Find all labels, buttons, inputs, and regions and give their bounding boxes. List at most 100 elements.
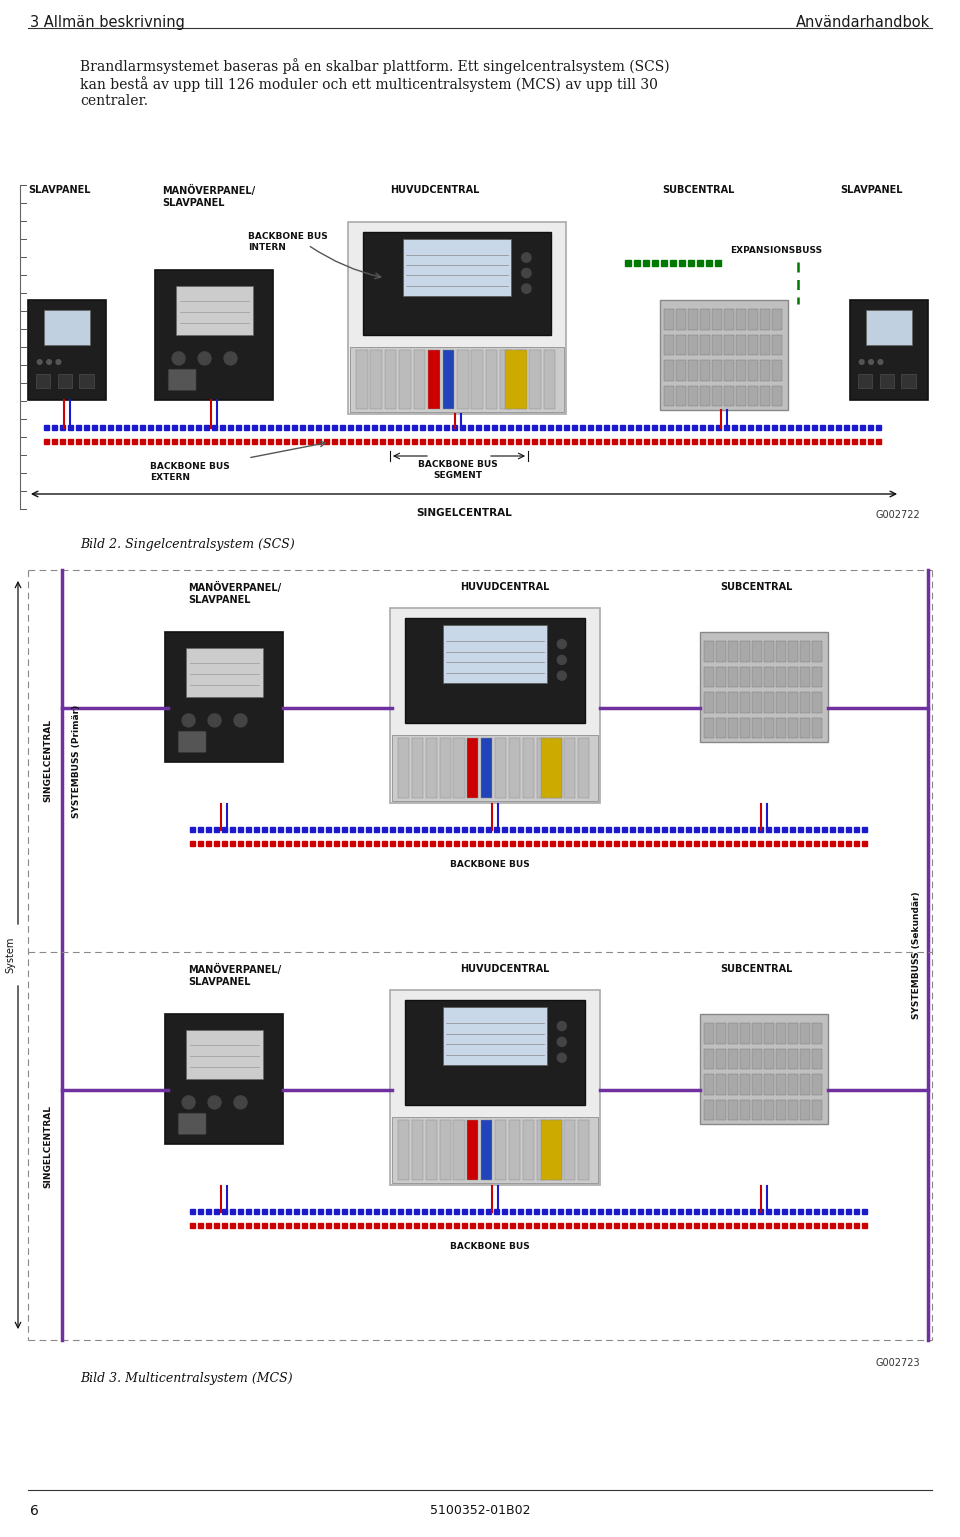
Bar bbox=[500, 440, 505, 444]
Text: HUVUDCENTRAL: HUVUDCENTRAL bbox=[460, 583, 549, 592]
Bar bbox=[510, 827, 515, 832]
Bar bbox=[588, 440, 593, 444]
FancyBboxPatch shape bbox=[515, 350, 526, 409]
FancyBboxPatch shape bbox=[752, 1024, 762, 1044]
Circle shape bbox=[208, 713, 221, 727]
Circle shape bbox=[869, 360, 874, 364]
FancyBboxPatch shape bbox=[736, 386, 746, 406]
Bar bbox=[540, 426, 545, 430]
Bar bbox=[190, 827, 195, 832]
Bar bbox=[254, 1210, 259, 1214]
FancyBboxPatch shape bbox=[716, 1099, 726, 1120]
Text: 5100352-01B02: 5100352-01B02 bbox=[430, 1505, 530, 1517]
Bar bbox=[198, 1223, 203, 1228]
Bar bbox=[630, 1223, 635, 1228]
Bar bbox=[244, 426, 249, 430]
Bar bbox=[598, 827, 603, 832]
Bar bbox=[318, 1210, 323, 1214]
Bar bbox=[300, 426, 305, 430]
Bar bbox=[526, 1210, 531, 1214]
FancyBboxPatch shape bbox=[177, 286, 252, 335]
Bar bbox=[436, 426, 441, 430]
Bar bbox=[246, 1210, 251, 1214]
Bar bbox=[734, 1210, 739, 1214]
Bar bbox=[406, 1210, 411, 1214]
Bar bbox=[772, 440, 777, 444]
FancyBboxPatch shape bbox=[676, 360, 686, 381]
Bar bbox=[694, 1223, 699, 1228]
Bar bbox=[228, 426, 233, 430]
FancyBboxPatch shape bbox=[385, 350, 396, 409]
FancyBboxPatch shape bbox=[764, 1074, 774, 1094]
FancyBboxPatch shape bbox=[541, 738, 562, 798]
Bar bbox=[836, 426, 841, 430]
FancyBboxPatch shape bbox=[414, 350, 425, 409]
Bar bbox=[438, 841, 443, 845]
Bar bbox=[316, 426, 321, 430]
FancyBboxPatch shape bbox=[772, 386, 782, 406]
Bar bbox=[748, 440, 753, 444]
Bar bbox=[422, 1210, 427, 1214]
FancyBboxPatch shape bbox=[812, 718, 822, 738]
Bar bbox=[214, 827, 219, 832]
FancyBboxPatch shape bbox=[788, 692, 798, 713]
Bar bbox=[750, 827, 755, 832]
Bar bbox=[742, 1210, 747, 1214]
Bar bbox=[502, 1223, 507, 1228]
Bar bbox=[782, 1223, 787, 1228]
Bar bbox=[838, 841, 843, 845]
Bar bbox=[262, 1210, 267, 1214]
Bar bbox=[706, 260, 712, 266]
Text: Användarhandbok: Användarhandbok bbox=[796, 15, 930, 31]
FancyBboxPatch shape bbox=[728, 1048, 738, 1070]
Bar bbox=[254, 827, 259, 832]
Bar bbox=[476, 440, 481, 444]
Bar bbox=[646, 841, 651, 845]
Bar bbox=[715, 260, 721, 266]
FancyBboxPatch shape bbox=[850, 300, 928, 400]
Bar bbox=[614, 827, 619, 832]
Bar bbox=[862, 841, 867, 845]
Bar bbox=[428, 440, 433, 444]
Bar bbox=[790, 827, 795, 832]
Circle shape bbox=[56, 360, 60, 364]
Bar bbox=[702, 1210, 707, 1214]
Bar bbox=[470, 1210, 475, 1214]
Text: EXPANSIONSBUSS: EXPANSIONSBUSS bbox=[730, 246, 822, 255]
Bar bbox=[358, 1210, 363, 1214]
Bar bbox=[614, 841, 619, 845]
FancyBboxPatch shape bbox=[788, 1074, 798, 1094]
Bar bbox=[558, 841, 563, 845]
Bar bbox=[132, 440, 137, 444]
Bar bbox=[238, 1223, 243, 1228]
Text: BACKBONE BUS: BACKBONE BUS bbox=[450, 861, 530, 868]
FancyBboxPatch shape bbox=[712, 386, 722, 406]
Text: HUVUDCENTRAL: HUVUDCENTRAL bbox=[460, 964, 549, 974]
Text: Bild 3. Multicentralsystem (MCS): Bild 3. Multicentralsystem (MCS) bbox=[80, 1373, 293, 1385]
Bar bbox=[222, 1223, 227, 1228]
Text: 6: 6 bbox=[30, 1505, 38, 1519]
Bar bbox=[686, 1210, 691, 1214]
Bar bbox=[366, 827, 371, 832]
FancyBboxPatch shape bbox=[704, 1024, 714, 1044]
Bar bbox=[278, 1210, 283, 1214]
Bar bbox=[822, 841, 827, 845]
Bar bbox=[574, 1210, 579, 1214]
FancyBboxPatch shape bbox=[736, 360, 746, 381]
Bar bbox=[406, 827, 411, 832]
Bar bbox=[518, 827, 523, 832]
Bar bbox=[694, 841, 699, 845]
Bar bbox=[688, 260, 694, 266]
Bar bbox=[190, 1223, 195, 1228]
FancyBboxPatch shape bbox=[468, 1119, 478, 1180]
Bar bbox=[100, 440, 105, 444]
FancyBboxPatch shape bbox=[812, 1024, 822, 1044]
Bar bbox=[310, 1210, 315, 1214]
FancyBboxPatch shape bbox=[776, 692, 786, 713]
Bar bbox=[566, 827, 571, 832]
FancyBboxPatch shape bbox=[399, 350, 411, 409]
FancyBboxPatch shape bbox=[716, 667, 726, 687]
Bar bbox=[310, 827, 315, 832]
Bar bbox=[572, 440, 577, 444]
Bar bbox=[60, 440, 65, 444]
